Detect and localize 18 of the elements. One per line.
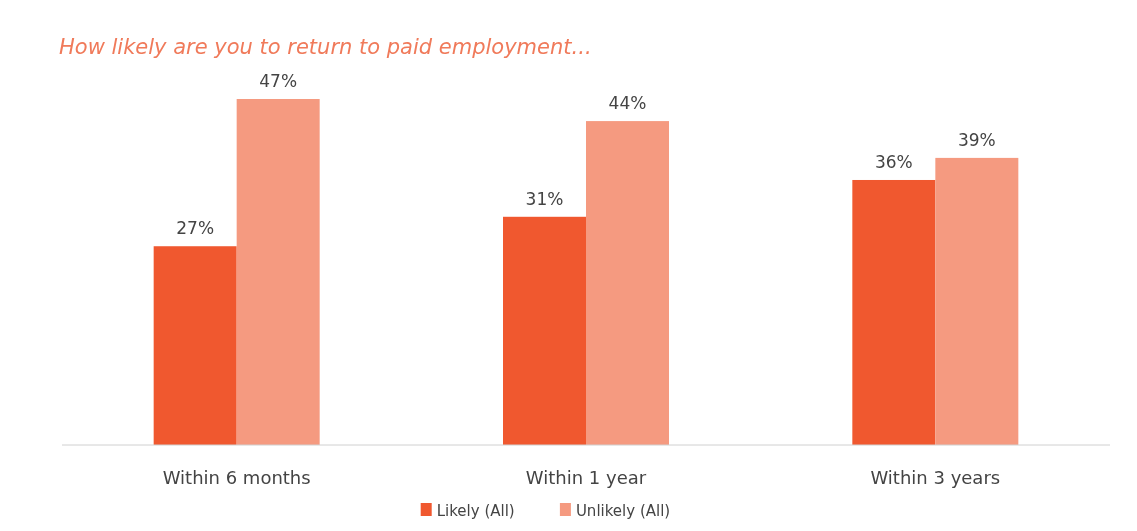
bar — [586, 121, 669, 445]
data-label: 27% — [176, 218, 215, 239]
bar — [935, 157, 1019, 445]
legend-label: Unlikely (All) — [575, 502, 671, 520]
data-label: 36% — [874, 151, 913, 172]
chart-title: How likely are you to return to paid employment... — [59, 35, 592, 59]
data-label: 31% — [525, 188, 564, 209]
data-label: 39% — [957, 129, 996, 150]
bar — [503, 216, 586, 445]
legend-label: Likely (All) — [436, 502, 515, 520]
bar — [852, 179, 936, 445]
x-tick-label: Within 1 year — [525, 467, 647, 488]
bar — [153, 246, 237, 445]
bar — [236, 99, 320, 445]
data-label: 47% — [259, 71, 298, 91]
x-tick-label: Within 3 years — [870, 467, 1001, 488]
x-tick-label: Within 6 months — [162, 467, 311, 488]
data-label: 44% — [608, 93, 647, 114]
